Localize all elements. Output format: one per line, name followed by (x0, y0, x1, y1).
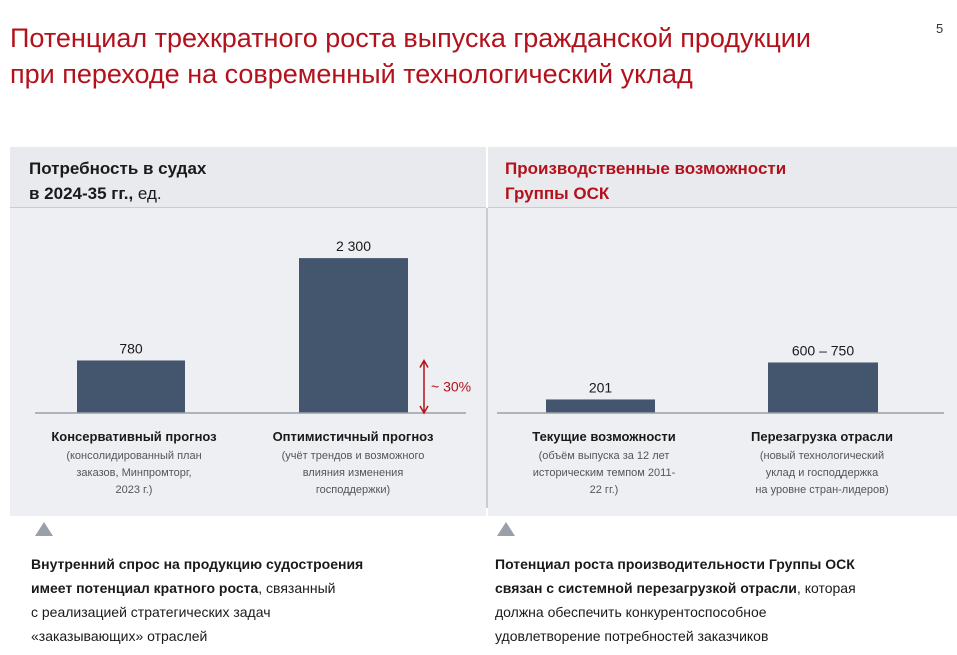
summary-left-text-2: , связанный (258, 580, 336, 596)
triangle-marker-icon (497, 522, 515, 536)
right-panel-header: Производственные возможности Группы ОСК (488, 147, 957, 208)
category-note-line: (новый технологический (759, 450, 885, 462)
summary-left-bold-1: Внутренний спрос на продукцию судостроен… (31, 556, 364, 572)
category-note-line: 22 гг.) (589, 484, 619, 496)
summary-left-text-3: с реализацией стратегических задач (31, 604, 271, 620)
left-panel-title-period: в 2024-35 гг., (29, 184, 134, 203)
category-note-line: заказов, Минпромторг, (76, 467, 192, 479)
category-label: Консервативный прогноз (51, 429, 217, 444)
summary-left-bold-2: имеет потенциал кратного роста (31, 580, 259, 596)
category-note-line: 2023 г.) (115, 484, 153, 496)
right-panel-title-line-2: Группы ОСК (505, 184, 610, 203)
left-panel-title-line-2: в 2024-35 гг., ед. (29, 181, 206, 206)
category-conservative: Консервативный прогноз (консолидированны… (34, 428, 234, 499)
page-title: Потенциал трехкратного роста выпуска гра… (10, 20, 890, 92)
left-panel-title-line-1: Потребность в судах (29, 159, 207, 178)
bar-value-label: 201 (589, 379, 613, 395)
category-current: Текущие возможности (объём выпуска за 12… (504, 428, 704, 499)
category-note-line: уклад и господдержка (765, 467, 879, 479)
left-panel-title: Потребность в судах в 2024-35 гг., ед. (29, 156, 206, 206)
bar-value-label: 2 300 (336, 238, 371, 254)
bar (546, 399, 655, 413)
bar-value-label: 600 – 750 (792, 342, 854, 358)
summary-right-text-4: удовлетворение потребностей заказчиков (495, 628, 769, 644)
category-label: Оптимистичный прогноз (272, 429, 434, 444)
category-optimistic: Оптимистичный прогноз (учёт трендов и во… (253, 428, 453, 499)
category-note-line: господдержки) (315, 484, 391, 496)
bar-value-label: 780 (119, 340, 143, 356)
category-label: Текущие возможности (532, 429, 676, 444)
panel-divider (486, 208, 488, 508)
left-panel-header: Потребность в судах в 2024-35 гг., ед. (10, 147, 486, 208)
summary-left: Внутренний спрос на продукцию судостроен… (31, 552, 363, 648)
summary-right-bold-2: связан с системной перезагрузкой отрасли (495, 580, 797, 596)
page-title-line-1: Потенциал трехкратного роста выпуска гра… (10, 23, 811, 53)
bar (768, 362, 878, 413)
category-note-line: на уровне стран-лидеров) (755, 484, 889, 496)
summary-left-text-4: «заказывающих» отраслей (31, 628, 208, 644)
summary-right-text-3: должна обеспечить конкурентоспособное (495, 604, 767, 620)
page-number: 5 (936, 21, 944, 36)
bar (77, 360, 185, 413)
category-reboot: Перезагрузка отрасли (новый технологичес… (722, 428, 922, 499)
summary-right: Потенциал роста производительности Групп… (495, 552, 856, 648)
arrow-down-icon (419, 405, 429, 415)
category-label: Перезагрузка отрасли (751, 429, 893, 444)
category-note-line: (консолидированный план (66, 450, 202, 462)
annotation-label: ~ 30% (431, 379, 471, 395)
page-title-line-2: при переходе на современный технологичес… (10, 59, 693, 89)
left-panel-title-unit: ед. (133, 184, 162, 203)
category-note-line: историческим темпом 2011- (532, 467, 676, 479)
right-panel-title-line-1: Производственные возможности (505, 159, 787, 178)
category-note-line: (учёт трендов и возможного (281, 450, 425, 462)
triangle-marker-icon (35, 522, 53, 536)
category-note-line: влияния изменения (302, 467, 404, 479)
right-panel-title: Производственные возможности Группы ОСК (505, 156, 786, 206)
right-panel: Производственные возможности Группы ОСК (488, 147, 957, 516)
category-note-line: (объём выпуска за 12 лет (538, 450, 670, 462)
arrow-up-icon (419, 358, 429, 368)
summary-right-bold-1: Потенциал роста производительности Групп… (495, 556, 855, 572)
summary-right-text-2: , которая (796, 580, 856, 596)
bar (299, 258, 408, 413)
